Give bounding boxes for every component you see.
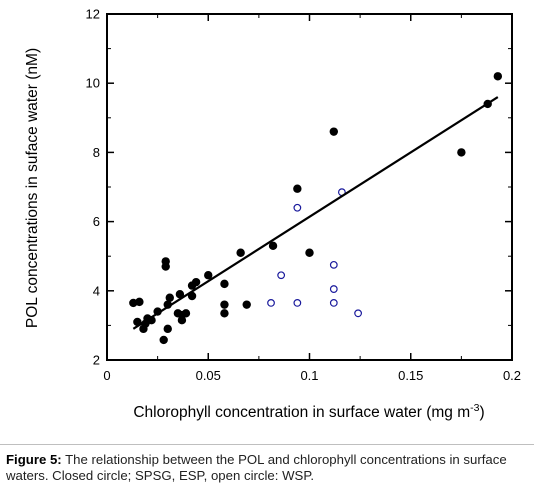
closed-circle-point [161,262,170,271]
regression-line [132,96,499,330]
x-axis-label-main: Chlorophyll concentration in surface wat… [133,404,470,421]
closed-circle-point [165,293,174,302]
closed-circle-point [220,279,229,289]
closed-circle-point [204,271,213,280]
closed-circle-point [493,72,503,81]
closed-circle-point [177,316,187,325]
y-tick-label: 4 [93,283,100,298]
y-tick-label: 10 [86,76,100,91]
closed-circle-point [163,324,172,334]
y-tick-label: 2 [93,353,100,368]
open-circle-point [267,299,275,307]
open-circle-point [293,203,302,212]
x-tick-label: 0.1 [300,368,318,383]
y-axis-label: POL concentrations in suface water (nM) [24,48,41,328]
closed-circle-point [220,309,229,318]
closed-circle-point [268,241,278,251]
closed-circle-point [457,148,466,157]
open-circle-point [329,285,338,293]
closed-circle-point [236,248,245,257]
x-tick-label: 0.2 [503,368,521,383]
x-axis-label: Chlorophyll concentration in surface wat… [133,402,484,421]
caption-divider [0,444,534,445]
open-circle-point [329,260,338,269]
open-circle-point [354,309,363,318]
closed-circle-point [305,248,314,257]
closed-circle-point [159,335,168,345]
x-tick-label: 0.15 [398,368,423,383]
y-tick-label: 6 [93,214,100,229]
closed-circle-point [242,300,251,309]
y-axis-ticks: 2 4 6 8 10 12 [86,7,512,368]
closed-circle-point [181,309,191,318]
closed-circle-point [329,127,338,136]
caption-text: The relationship between the POL and chl… [6,452,507,483]
scatter-chart: 2 4 6 8 10 12 0 0.05 0.1 0.15 0.2 POL concentrati… [24,7,521,422]
x-axis-label-superscript: -3 [470,402,479,414]
x-tick-label: 0.05 [196,368,221,383]
closed-circle-point [293,184,302,193]
closed-circle-point [191,277,201,287]
open-circle-point [329,299,338,307]
y-tick-label: 8 [93,145,100,160]
open-circle-point [293,299,302,307]
x-axis-ticks: 0 0.05 0.1 0.15 0.2 [103,14,521,383]
figure-caption: Figure 5: The relationship between the P… [6,452,530,484]
caption-label: Figure 5: [6,452,62,467]
x-tick-label: 0 [103,368,110,383]
x-axis-label-end: ) [480,404,485,421]
y-tick-label: 12 [86,7,100,22]
closed-circle-point [220,300,229,309]
open-circle-point [277,271,286,280]
closed-circle-point [135,297,144,307]
data-points [129,72,503,345]
